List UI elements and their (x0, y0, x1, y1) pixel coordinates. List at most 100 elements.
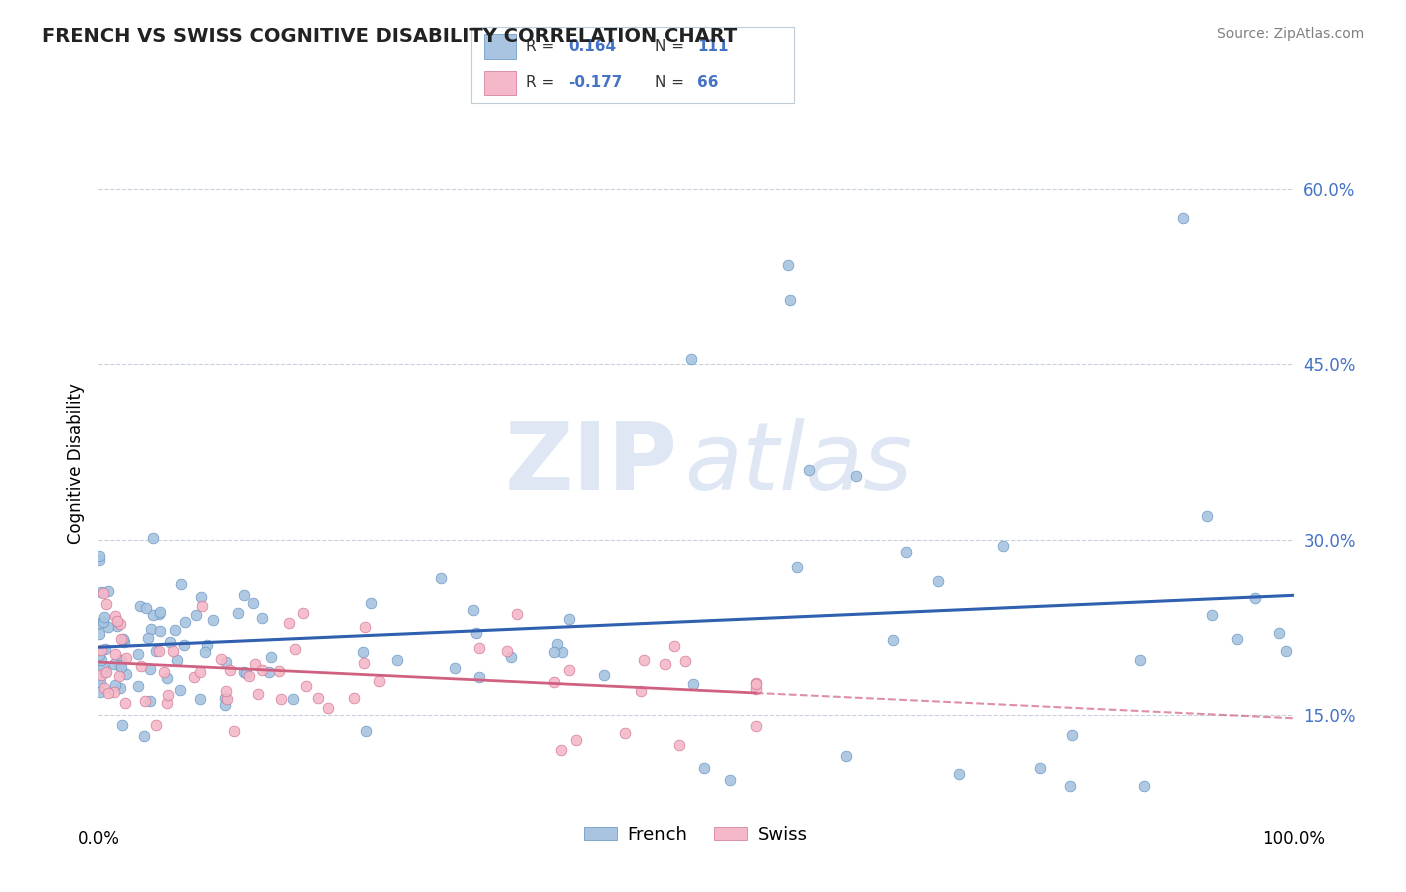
Point (209, 651, 232, 665)
Point (105, 614, 128, 628)
Point (134, 694, 156, 708)
Point (668, 738, 690, 752)
Point (496, 644, 519, 658)
Point (93, 681, 115, 695)
Point (93, 665, 115, 679)
Point (166, 653, 188, 667)
Y-axis label: Cognitive Disability: Cognitive Disability (66, 384, 84, 544)
Point (835, 749, 858, 764)
Point (111, 632, 134, 646)
Point (194, 645, 217, 659)
Point (662, 639, 685, 653)
Point (162, 643, 184, 657)
Point (136, 631, 159, 645)
Point (188, 665, 211, 680)
Point (368, 673, 391, 688)
FancyBboxPatch shape (484, 34, 516, 59)
Point (110, 660, 132, 674)
Point (156, 688, 179, 702)
Text: ZIP: ZIP (505, 417, 678, 510)
Point (1226, 632, 1249, 647)
Point (343, 691, 366, 706)
Point (108, 616, 131, 631)
Point (188, 692, 211, 706)
Point (127, 679, 149, 693)
Point (295, 679, 318, 693)
Point (104, 648, 127, 662)
Text: Source: ZipAtlas.com: Source: ZipAtlas.com (1216, 27, 1364, 41)
Point (214, 698, 236, 712)
Point (233, 665, 256, 679)
Point (543, 675, 565, 690)
Point (1059, 779, 1081, 793)
Point (135, 601, 157, 615)
Point (679, 351, 702, 366)
Point (89, 674, 111, 689)
Point (316, 700, 339, 714)
Point (353, 656, 375, 670)
Point (613, 726, 636, 740)
Point (110, 681, 132, 696)
Point (97, 620, 120, 634)
Point (786, 560, 808, 574)
Point (145, 644, 167, 658)
Point (385, 653, 408, 667)
Point (543, 645, 565, 659)
Point (778, 258, 800, 272)
Point (948, 767, 970, 781)
Point (246, 688, 269, 702)
Point (284, 642, 307, 657)
Point (127, 647, 149, 661)
Point (269, 664, 291, 678)
Point (1171, 211, 1194, 226)
Point (111, 718, 134, 732)
Point (779, 293, 801, 307)
Point (104, 678, 127, 692)
Point (352, 645, 374, 659)
Point (673, 654, 696, 668)
Point (148, 643, 170, 657)
Point (546, 637, 568, 651)
Text: R =: R = (526, 39, 560, 54)
Point (183, 670, 205, 684)
Point (87, 671, 110, 685)
Point (93, 609, 115, 624)
Point (257, 665, 280, 680)
Point (233, 588, 256, 602)
Point (149, 605, 172, 619)
Point (882, 632, 904, 647)
Point (142, 607, 165, 622)
Point (558, 663, 581, 677)
Point (97, 584, 120, 599)
Point (184, 608, 207, 623)
Point (87, 549, 110, 563)
Point (238, 669, 260, 683)
Point (197, 639, 219, 653)
Point (1274, 644, 1296, 658)
Point (90, 667, 112, 681)
Text: N =: N = (655, 39, 689, 54)
FancyBboxPatch shape (484, 70, 516, 95)
Point (139, 622, 162, 636)
Point (108, 657, 131, 672)
Point (139, 694, 162, 708)
Point (550, 743, 572, 757)
Point (214, 691, 236, 706)
Point (461, 603, 484, 617)
Point (745, 682, 768, 697)
Point (1132, 779, 1154, 793)
Point (94, 641, 117, 656)
Text: 66: 66 (697, 75, 718, 90)
Point (682, 677, 704, 691)
Point (191, 599, 214, 613)
Point (97, 686, 120, 700)
Point (215, 683, 238, 698)
Point (222, 723, 245, 738)
Text: -0.177: -0.177 (568, 75, 623, 90)
Point (190, 590, 212, 604)
Text: N =: N = (655, 75, 689, 90)
Point (551, 645, 574, 659)
Point (163, 624, 186, 638)
Point (1129, 653, 1152, 667)
Point (112, 635, 135, 649)
